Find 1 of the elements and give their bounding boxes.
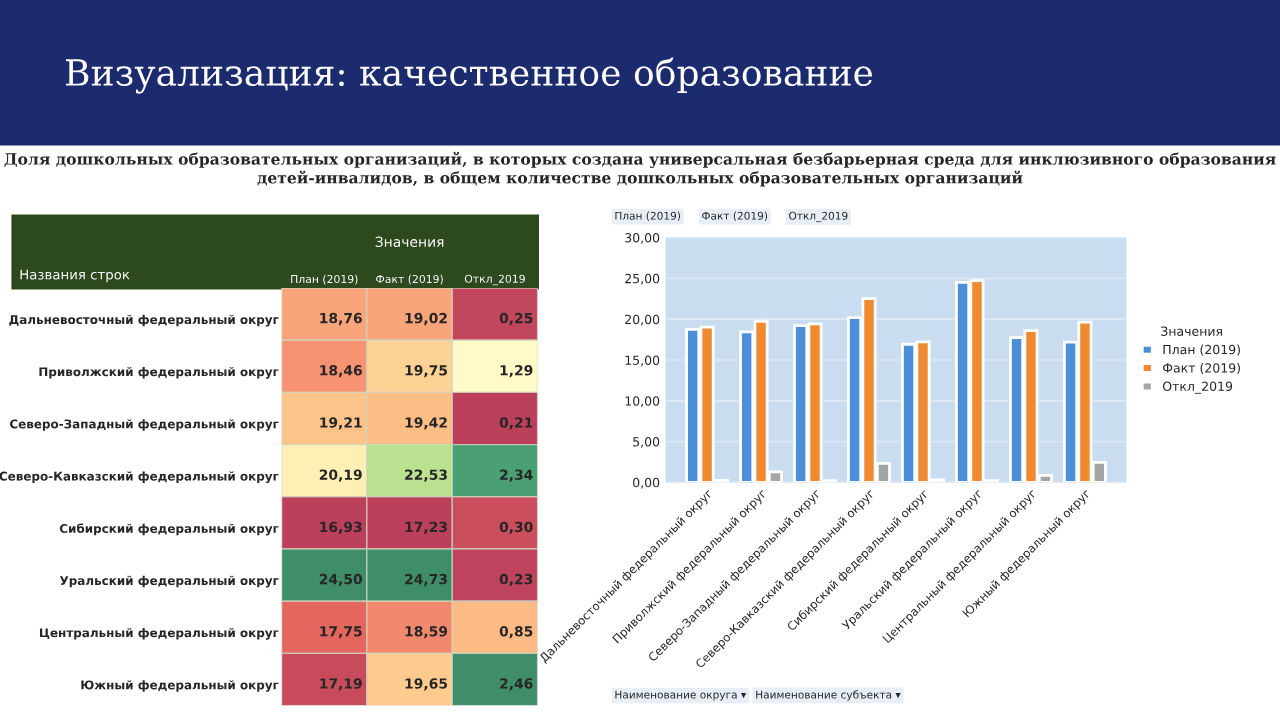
- chart-title: Визуализация: качественное образование: [65, 57, 873, 94]
